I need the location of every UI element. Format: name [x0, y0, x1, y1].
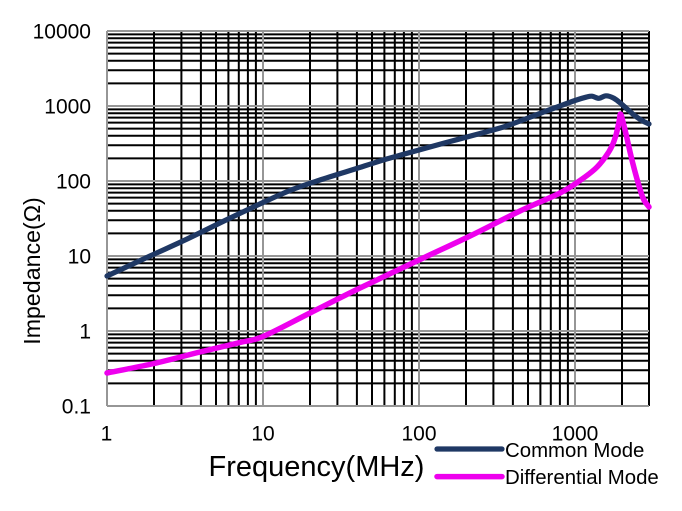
svg-text:100: 100 — [401, 423, 436, 446]
svg-text:10: 10 — [68, 246, 91, 269]
svg-text:Common Mode: Common Mode — [505, 440, 644, 462]
svg-text:1: 1 — [79, 321, 91, 344]
svg-text:10000: 10000 — [33, 21, 91, 44]
svg-text:1000: 1000 — [552, 423, 599, 446]
svg-text:1: 1 — [101, 423, 113, 446]
svg-text:0.1: 0.1 — [62, 396, 91, 419]
svg-text:Impedance(Ω): Impedance(Ω) — [19, 197, 45, 345]
svg-text:Frequency(MHz): Frequency(MHz) — [209, 451, 425, 483]
svg-text:1000: 1000 — [44, 96, 91, 119]
svg-text:100: 100 — [56, 171, 91, 194]
svg-text:Differential Mode: Differential Mode — [505, 467, 659, 489]
svg-text:10: 10 — [251, 423, 274, 446]
